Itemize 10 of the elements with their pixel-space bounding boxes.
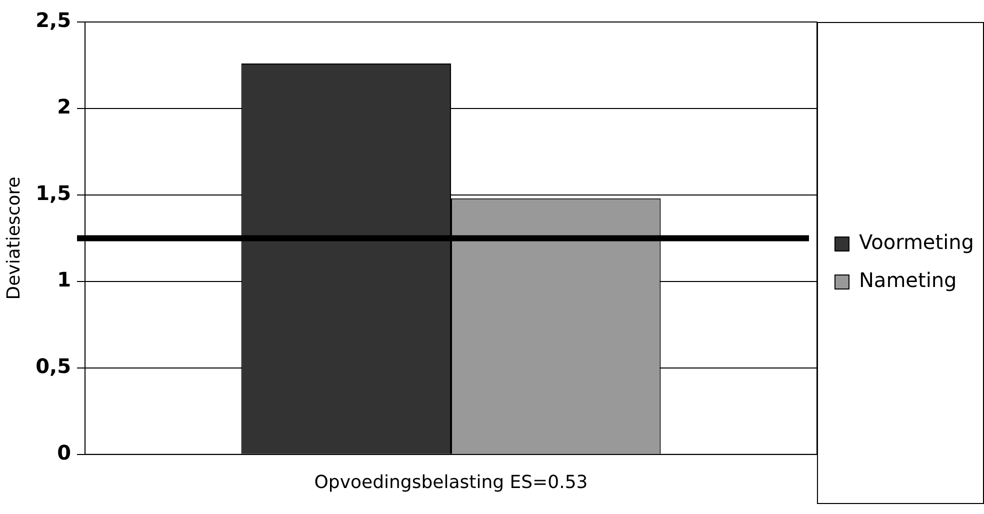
- x-tick-label: Opvoedingsbelasting ES=0.53: [314, 472, 588, 493]
- y-tick-label: 2: [57, 94, 72, 119]
- legend-label: Nameting: [858, 268, 957, 292]
- y-tick-label: 0: [57, 440, 72, 465]
- y-tick-label: 0,5: [36, 354, 72, 378]
- legend-label: Voormeting: [858, 230, 974, 254]
- y-axis-title: Deviatiescore: [3, 176, 24, 300]
- y-tick-label: 1: [57, 268, 72, 292]
- y-tick-label: 2,5: [36, 8, 72, 32]
- y-tick-label: 1,5: [36, 181, 72, 206]
